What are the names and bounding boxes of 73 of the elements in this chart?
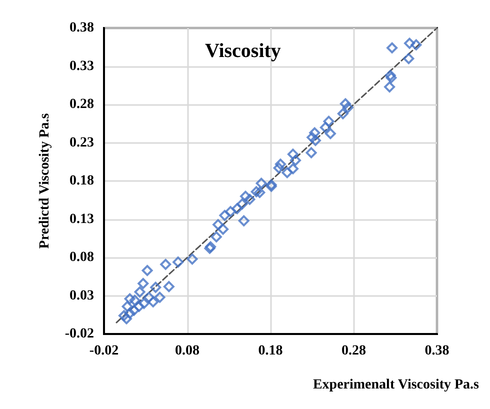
point bbox=[186, 254, 198, 265]
point bbox=[118, 310, 130, 322]
point bbox=[273, 162, 284, 174]
point bbox=[287, 148, 298, 160]
point bbox=[124, 308, 136, 319]
point bbox=[148, 296, 159, 308]
point bbox=[124, 293, 136, 304]
point bbox=[342, 102, 354, 114]
point bbox=[150, 282, 162, 293]
point bbox=[219, 210, 230, 221]
point bbox=[138, 278, 149, 290]
point bbox=[306, 147, 317, 158]
point bbox=[128, 304, 140, 316]
point bbox=[160, 258, 172, 270]
point bbox=[232, 203, 243, 214]
point bbox=[309, 127, 320, 138]
point bbox=[320, 122, 331, 133]
y-tick-label: 0.28 bbox=[70, 97, 94, 112]
point bbox=[386, 42, 398, 54]
point bbox=[212, 219, 224, 230]
point bbox=[142, 265, 153, 276]
y-tick-label: 0.08 bbox=[70, 250, 94, 265]
point bbox=[210, 231, 222, 242]
point bbox=[254, 186, 266, 198]
point bbox=[225, 206, 236, 218]
point bbox=[143, 292, 154, 303]
point bbox=[384, 81, 396, 92]
point bbox=[163, 281, 174, 292]
point bbox=[129, 294, 140, 306]
point bbox=[340, 98, 351, 110]
point bbox=[133, 300, 144, 312]
y-tick-label: 0.33 bbox=[70, 58, 94, 74]
y-axis-title: Predictd Viscosity Pa.s bbox=[38, 112, 52, 249]
point bbox=[282, 167, 293, 178]
y-tick-label: 0.18 bbox=[70, 174, 94, 188]
point bbox=[236, 198, 248, 210]
point bbox=[172, 256, 184, 268]
point bbox=[134, 286, 146, 298]
x-axis-title: Experimenalt Viscosity Pa.s bbox=[312, 378, 480, 392]
y-tick-label: 0.23 bbox=[70, 135, 94, 150]
y-tick-label: 0.03 bbox=[70, 288, 94, 304]
x-tick-label: 0.28 bbox=[342, 344, 366, 358]
point bbox=[218, 224, 229, 235]
point bbox=[306, 132, 318, 143]
point bbox=[154, 292, 166, 303]
point bbox=[122, 300, 133, 312]
x-tick-label: -0.02 bbox=[89, 344, 119, 358]
point bbox=[384, 70, 396, 81]
text: Viscosity bbox=[205, 40, 281, 62]
y-tick-label: 0.13 bbox=[70, 212, 94, 227]
point bbox=[310, 134, 321, 146]
point bbox=[337, 108, 348, 120]
point bbox=[274, 158, 286, 170]
point bbox=[287, 163, 298, 174]
point bbox=[240, 190, 252, 202]
x-tick-label: 0.08 bbox=[175, 344, 200, 358]
x-tick-label: 0.18 bbox=[258, 344, 283, 358]
point bbox=[250, 186, 262, 198]
point bbox=[323, 116, 334, 127]
point bbox=[244, 194, 256, 205]
x-tick-label: 0.38 bbox=[424, 344, 450, 358]
point bbox=[290, 154, 301, 166]
point bbox=[324, 128, 336, 140]
point bbox=[120, 313, 132, 324]
point bbox=[403, 53, 414, 64]
point bbox=[256, 178, 267, 189]
point bbox=[386, 72, 397, 84]
point bbox=[238, 215, 250, 226]
point bbox=[404, 38, 416, 49]
y-tick-label: -0.02 bbox=[64, 326, 94, 342]
point bbox=[410, 39, 422, 50]
y-tick-label: 0.38 bbox=[70, 20, 94, 36]
point bbox=[138, 298, 150, 309]
